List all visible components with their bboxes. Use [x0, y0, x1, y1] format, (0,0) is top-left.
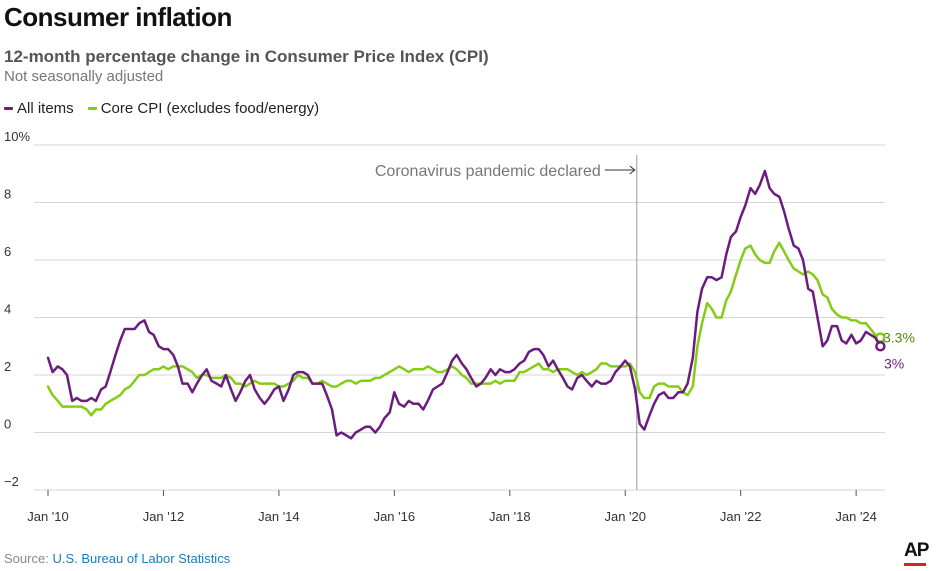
end-label-core: 3.3%: [883, 330, 915, 346]
x-tick-label: Jan '24: [835, 509, 877, 524]
legend: All items Core CPI (excludes food/energy…: [4, 100, 319, 117]
legend-item-core: Core CPI (excludes food/energy): [87, 100, 320, 117]
series-line-core: [46, 241, 882, 417]
legend-swatch-all-items: [4, 107, 13, 110]
legend-swatch-core: [87, 107, 97, 110]
source-label: Source:: [4, 551, 49, 566]
y-tick-label: 0: [4, 417, 11, 432]
end-label-all-items: 3%: [884, 355, 904, 371]
x-tick-label: Jan '20: [604, 509, 646, 524]
source-link[interactable]: U.S. Bureau of Labor Statistics: [52, 551, 231, 566]
y-tick-label: 8: [4, 187, 11, 202]
legend-item-all-items: All items: [4, 100, 74, 117]
x-tick-label: Jan '22: [720, 509, 762, 524]
chart-title: Consumer inflation: [4, 2, 232, 32]
y-tick-label: 10%: [4, 129, 30, 144]
y-tick-label: 2: [4, 359, 11, 374]
x-tick-label: Jan '12: [143, 509, 185, 524]
y-tick-label: −2: [4, 474, 19, 489]
x-tick-label: Jan '14: [258, 509, 300, 524]
legend-label-all-items: All items: [17, 100, 74, 117]
chart-note: Not seasonally adjusted: [4, 68, 164, 85]
x-tick-label: Jan '18: [489, 509, 531, 524]
chart-subtitle: 12-month percentage change in Consumer P…: [4, 47, 489, 66]
y-tick-label: 4: [4, 302, 11, 317]
source-line: Source: U.S. Bureau of Labor Statistics: [4, 551, 230, 566]
annotation-label: Coronavirus pandemic declared: [375, 163, 601, 180]
end-point-all-items: [875, 341, 886, 352]
x-tick-label: Jan '10: [27, 509, 69, 524]
y-tick-label: 6: [4, 244, 11, 259]
series-line-all-items: [46, 169, 882, 440]
annotation-arrowhead: [629, 165, 636, 175]
ap-logo: AP: [904, 540, 929, 561]
legend-label-core: Core CPI (excludes food/energy): [100, 100, 320, 117]
x-tick-label: Jan '16: [374, 509, 416, 524]
ap-logo-bar: [904, 563, 926, 566]
